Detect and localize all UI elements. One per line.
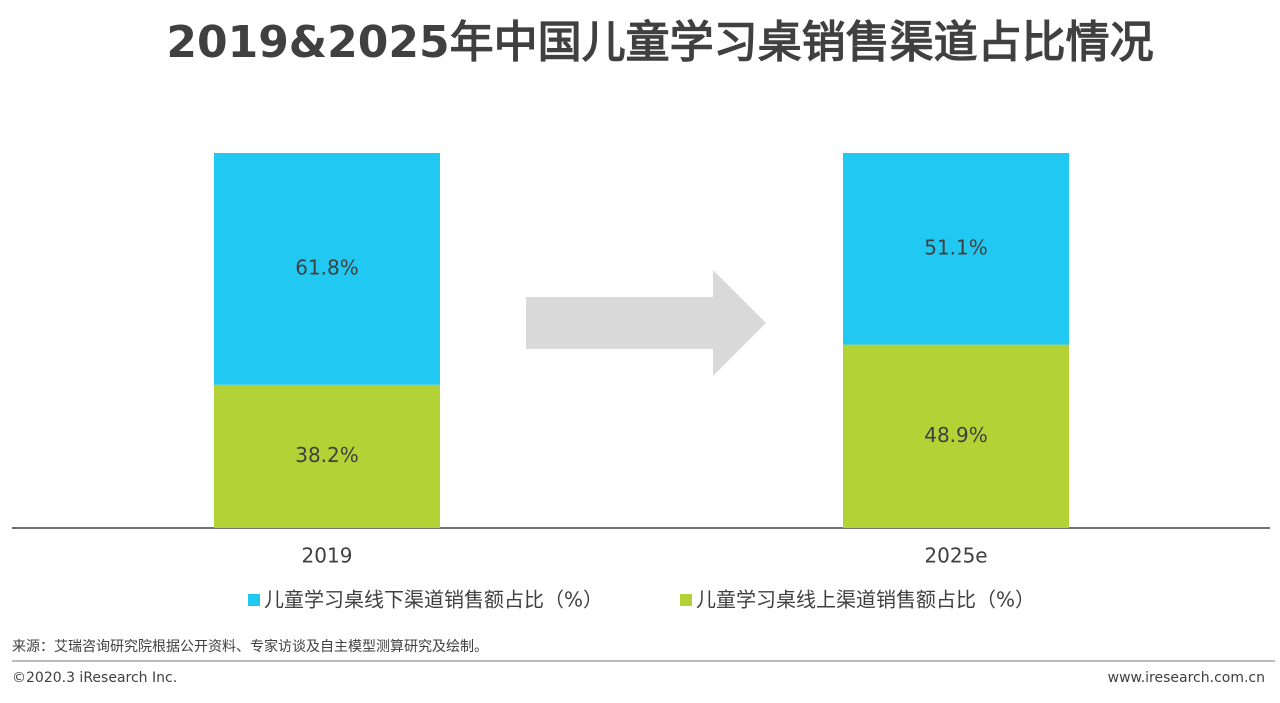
data-label: 61.8%	[295, 255, 359, 279]
copyright: ©2020.3 iResearch Inc.	[12, 670, 177, 686]
x-tick-label: 2025e	[924, 544, 987, 568]
arrow	[526, 270, 766, 376]
chart-title: 2019&2025年中国儿童学习桌销售渠道占比情况	[166, 17, 1153, 68]
bar-segment	[843, 153, 1069, 345]
data-label: 51.1%	[924, 235, 988, 259]
x-tick-label: 2019	[302, 544, 353, 568]
website: www.iresearch.com.cn	[1108, 670, 1265, 686]
bar-segment	[843, 344, 1069, 528]
legend-swatch	[248, 594, 260, 606]
bar-segment	[214, 384, 440, 528]
legend-swatch	[680, 594, 692, 606]
data-label: 38.2%	[295, 443, 359, 467]
data-label: 48.9%	[924, 423, 988, 447]
bar-segment	[214, 153, 440, 385]
legend-label: 儿童学习桌线下渠道销售额占比（%）	[264, 588, 603, 612]
source-note: 来源：艾瑞咨询研究院根据公开资料、专家访谈及自主模型测算研究及绘制。	[12, 638, 488, 655]
legend-label: 儿童学习桌线上渠道销售额占比（%）	[696, 588, 1035, 612]
